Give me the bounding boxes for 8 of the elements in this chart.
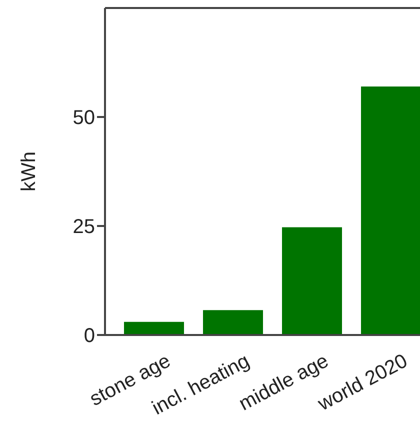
bar	[361, 86, 420, 335]
y-tick-label: 0	[84, 325, 95, 348]
bar	[203, 310, 263, 335]
y-tick-label: 25	[72, 216, 95, 238]
y-axis-title: kWh	[18, 152, 40, 192]
y-tick-label: 50	[72, 107, 95, 130]
bar	[282, 227, 342, 335]
bar	[124, 322, 184, 335]
